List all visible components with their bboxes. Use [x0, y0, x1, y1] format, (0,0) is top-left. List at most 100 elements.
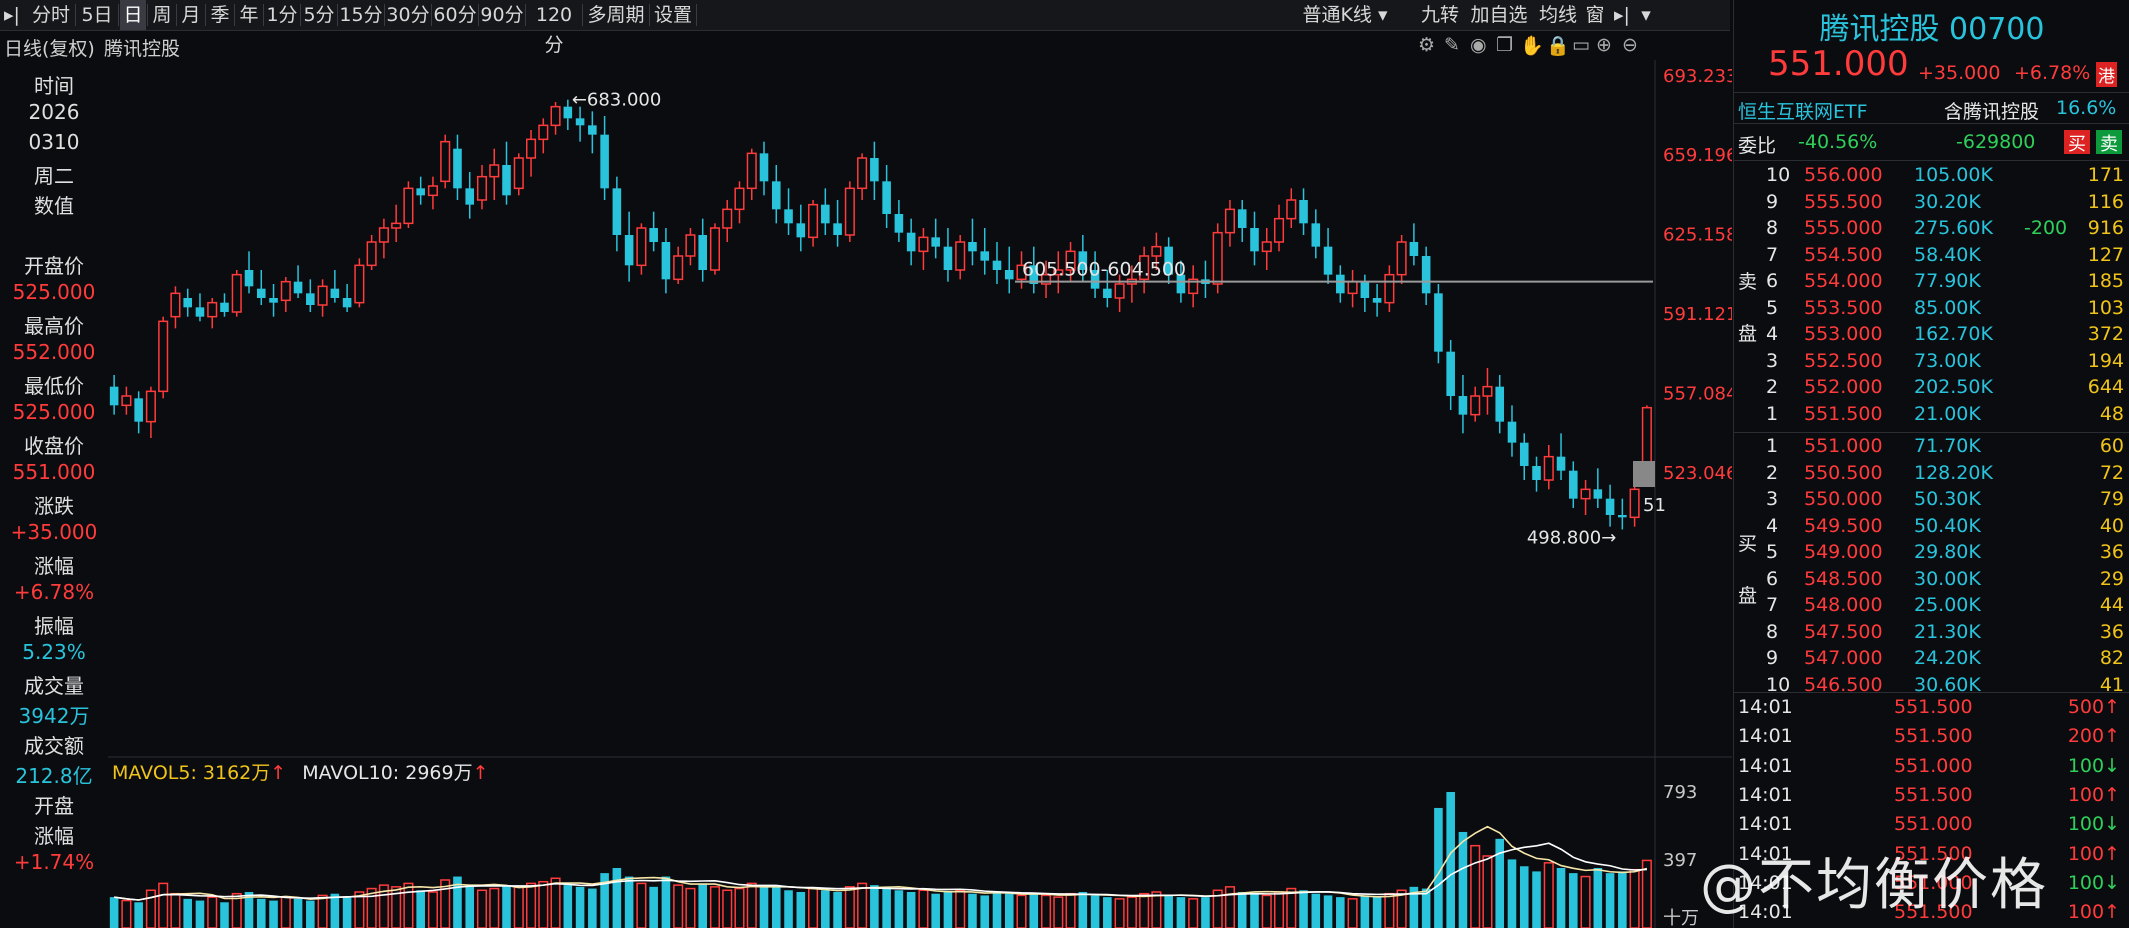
ask-volume: 58.40K [1914, 243, 1981, 266]
copy-icon[interactable]: ❐ [1496, 34, 1514, 56]
bid-row[interactable]: 5 549.000 29.80K 36 [1734, 539, 2129, 566]
add-watchlist-button[interactable]: 加自选 [1470, 4, 1528, 26]
volume-bar [1126, 896, 1137, 928]
volume-bar [955, 889, 966, 928]
candle-body [391, 222, 402, 229]
ask-row[interactable]: 1 551.500 21.00K 48 [1734, 401, 2129, 428]
close-label: 收盘价 [24, 434, 84, 458]
period-tab[interactable]: 年 [239, 4, 259, 26]
sell-button[interactable]: 卖 [2096, 130, 2122, 155]
candle-body [293, 281, 303, 294]
ask-row[interactable]: 4 553.000 162.70K 372 [1734, 321, 2129, 348]
buy-button[interactable]: 买 [2064, 130, 2090, 155]
ask-row[interactable]: 5 553.500 85.00K 103 [1734, 295, 2129, 322]
bid-count: 29 [2099, 567, 2124, 590]
period-tab[interactable]: 5日 [81, 4, 113, 26]
bid-volume: 30.60K [1914, 673, 1981, 694]
close-value: 551.000 [12, 460, 96, 484]
zoom-in-icon[interactable]: ⊕ [1596, 34, 1612, 56]
vol-label: 成交量 [24, 674, 84, 698]
period-tab[interactable]: 周 [152, 4, 172, 26]
lock-icon[interactable]: 🔒 [1546, 35, 1570, 57]
dropdown-icon[interactable]: ▾ [1641, 4, 1651, 26]
bid-row[interactable]: 1 551.000 71.70K 60 [1734, 433, 2129, 460]
period-tab[interactable]: 月 [181, 4, 201, 26]
collapse-icon[interactable]: ▸| [4, 4, 20, 26]
bid-row[interactable]: 6 548.500 30.00K 29 [1734, 566, 2129, 593]
period-tab[interactable]: 季 [210, 4, 230, 26]
expand-icon[interactable]: ▸| [1614, 4, 1630, 26]
candle-body [1384, 273, 1395, 304]
trade-time: 14:01 [1738, 901, 1793, 924]
candle-body [931, 237, 940, 247]
bid-row[interactable]: 3 550.000 50.30K 79 [1734, 486, 2129, 513]
volume-panel: 793 397 十万 [109, 782, 1699, 928]
volume-bar [1569, 873, 1578, 928]
eye-icon[interactable]: ◉ [1470, 34, 1487, 56]
zoom-out-icon[interactable]: ⊖ [1622, 34, 1638, 56]
trade-row: 14:01 551.500 100↑ [1734, 782, 2129, 811]
period-tab[interactable]: 5分 [303, 4, 335, 26]
candle-body [1507, 421, 1517, 443]
bid-row[interactable]: 9 547.000 24.20K 82 [1734, 645, 2129, 672]
volume-bar [833, 891, 842, 928]
period-tab[interactable]: 90分 [480, 4, 524, 26]
candle-body [109, 386, 119, 406]
bid-row[interactable]: 2 550.500 128.20K 72 [1734, 460, 2129, 487]
bid-price: 551.000 [1804, 435, 1883, 457]
volume-bar [1016, 894, 1027, 928]
watermark: @不均衡价格 [1700, 853, 2048, 918]
bid-level: 2 [1766, 461, 1779, 484]
hand-icon[interactable]: ✋ [1520, 35, 1544, 57]
jiuzhuan-button[interactable]: 九转 [1420, 4, 1459, 26]
etf-row[interactable]: 恒生互联网ETF 含腾讯控股 16.6% [1734, 92, 2129, 124]
period-tab[interactable]: 1分 [266, 4, 298, 26]
volume-bar [330, 893, 340, 928]
bid-row[interactable]: 4 549.500 50.40K 40 [1734, 513, 2129, 540]
ask-row[interactable]: 9 555.500 30.20K 116 [1734, 189, 2129, 216]
ma-button[interactable]: 均线 [1538, 4, 1577, 26]
volume-bar [1384, 892, 1395, 928]
low-value: 525.000 [12, 400, 96, 424]
bid-row[interactable]: 8 547.500 21.30K 36 [1734, 619, 2129, 646]
box-icon[interactable]: ▭ [1572, 34, 1590, 56]
draw-icon[interactable]: ✎ [1444, 34, 1460, 56]
volume-bar [1250, 893, 1259, 928]
period-tab[interactable]: 60分 [433, 4, 477, 26]
trade-volume: 100↑ [2067, 842, 2120, 865]
candle-body [306, 293, 315, 305]
bid-row[interactable]: 7 548.000 25.00K 44 [1734, 592, 2129, 619]
period-tab[interactable]: 日 [120, 0, 146, 30]
period-tab[interactable]: 设置 [653, 4, 692, 26]
kline-mode-label[interactable]: 日线(复权) [4, 38, 95, 60]
kline-chart[interactable]: 605.500-604.500 ←683.000 498.800→ 693.233… [108, 60, 1732, 928]
candle-body [709, 227, 721, 271]
period-tab[interactable]: 多周期 [587, 4, 645, 26]
volume-bar [220, 902, 229, 928]
bid-row[interactable]: 10 546.500 30.60K 41 [1734, 672, 2129, 694]
ask-row[interactable]: 3 552.500 73.00K 194 [1734, 348, 2129, 375]
etf-name[interactable]: 恒生互联网ETF [1738, 101, 1868, 123]
period-tab[interactable]: 15分 [339, 4, 383, 26]
settings-icon[interactable]: ⚙ [1418, 34, 1436, 56]
ask-row[interactable]: 6 554.000 77.90K 185 [1734, 268, 2129, 295]
window-button[interactable]: 窗 [1585, 4, 1605, 26]
kline-type-select[interactable]: 普通K线 ▾ [1302, 4, 1388, 26]
candle-body [612, 188, 622, 235]
volume-bar [306, 900, 315, 928]
ask-count: 372 [2087, 323, 2124, 345]
ask-row[interactable]: 10 556.000 105.00K 171 [1734, 162, 2129, 189]
period-tab[interactable]: 分时 [31, 4, 70, 26]
volume-bar [525, 882, 537, 928]
price-tick-label: 591.121 [1663, 304, 1732, 325]
trade-price: 551.000 [1894, 813, 1973, 836]
ask-row[interactable]: 2 552.000 202.50K 644 [1734, 374, 2129, 401]
ask-row[interactable]: 7 554.500 58.40K 127 [1734, 242, 2129, 269]
ask-row[interactable]: 8 555.000 275.60K -200 916 [1734, 215, 2129, 242]
candle-body [698, 235, 707, 270]
trade-row: 14:01 551.500 100↑ [1734, 899, 2129, 928]
candle-body [317, 285, 328, 306]
period-tab[interactable]: 30分 [386, 4, 430, 26]
period-tab[interactable]: 120分 [535, 4, 573, 56]
volume-bar [931, 893, 940, 928]
